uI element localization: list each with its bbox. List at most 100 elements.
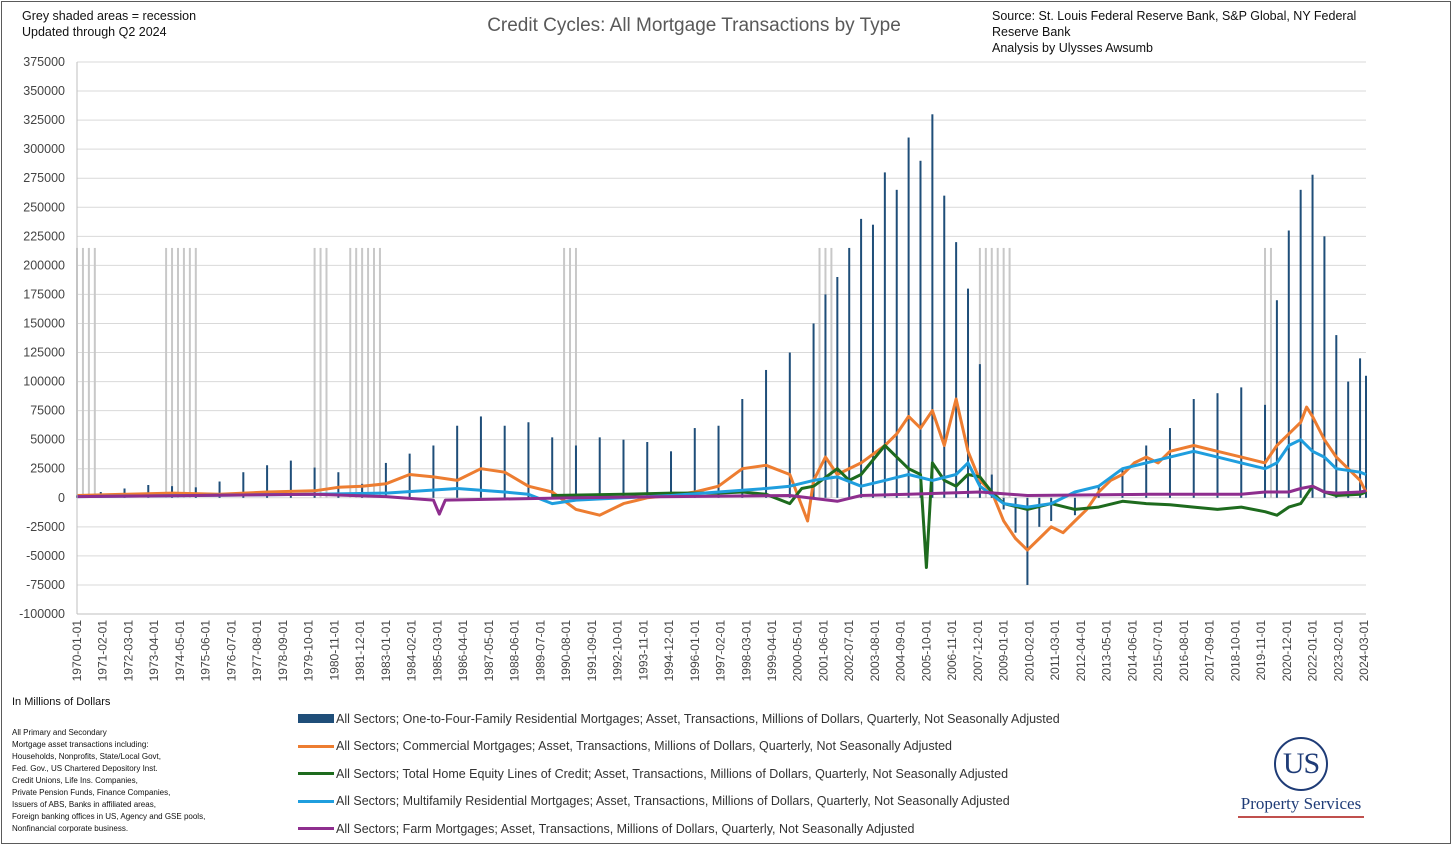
recession-bar [188,247,191,498]
y-tick-label: 75000 [30,404,65,418]
description-line: Foreign banking offices in US, Agency an… [12,812,206,821]
data-bar [456,425,459,498]
x-tick-label: 1980-11-01 [327,620,341,681]
data-bar [503,425,506,498]
recession-bar [355,247,358,498]
recession-bar [996,247,999,498]
data-bar [1359,358,1362,498]
recession-bar [367,247,370,498]
x-tick-label: 1985-03-01 [430,620,444,682]
recession-bar [1002,247,1005,498]
recession-bar [81,247,84,498]
data-bar [1121,468,1124,498]
y-tick-label: 275000 [23,171,65,185]
x-tick-label: 2011-03-01 [1048,620,1062,681]
data-bar [1073,497,1076,516]
x-tick-label: 2017-09-01 [1203,620,1217,682]
description-line: All Primary and Secondary [12,728,107,737]
y-tick-label: 200000 [23,258,65,272]
source-note: Source: St. Louis Federal Reserve Bank, … [992,8,1372,56]
data-bar [871,224,874,498]
recession-bar [1008,247,1011,498]
data-bar [693,428,696,498]
legend-swatch [298,827,334,831]
data-bar [907,137,910,498]
x-tick-label: 1977-08-01 [250,620,264,682]
data-bar [1192,399,1195,498]
y-tick-label: 300000 [23,142,65,156]
units-label: In Millions of Dollars [12,696,111,708]
y-tick-label: 25000 [30,462,65,476]
x-tick-label: 2003-08-01 [868,620,882,682]
x-tick-label: 1981-12-01 [353,620,367,682]
y-tick-label: 225000 [23,229,65,243]
legend-label: All Sectors; One-to-Four-Family Resident… [336,711,1060,726]
recession-bar [165,247,168,498]
data-bar [967,288,970,498]
logo-underline [1238,816,1364,818]
x-tick-label: 1983-01-01 [379,620,393,682]
data-bar [1365,375,1367,498]
data-bar [1216,393,1219,498]
recession-bar [563,247,566,498]
y-tick-label: 125000 [23,346,65,360]
legend-label: All Sectors; Farm Mortgages; Asset, Tran… [336,821,915,836]
recession-bar [378,247,381,498]
recession-bar [182,247,185,498]
y-tick-label: 0 [58,491,65,505]
data-bar [1299,189,1302,498]
x-tick-label: 1973-04-01 [147,620,161,682]
company-logo: US Property Services [1238,737,1364,818]
data-bar [384,462,387,498]
recession-note-line: Grey shaded areas = recession [22,9,197,23]
data-bar [1038,497,1041,527]
data-bar [622,439,625,498]
data-bar [432,445,435,498]
source-line: Source: St. Louis Federal Reserve Bank, … [992,9,1357,39]
y-tick-label: -100000 [19,607,65,621]
recession-bar [830,247,833,498]
x-tick-label: 2009-01-01 [997,620,1011,682]
recession-bar [313,247,316,498]
x-tick-label: 2019-11-01 [1254,620,1268,681]
recession-bar [984,247,987,498]
x-tick-label: 2010-02-01 [1022,620,1036,682]
x-tick-label: 1974-05-01 [173,620,187,682]
y-tick-label: 325000 [23,113,65,127]
data-bar [1347,381,1350,498]
description-line: Credit Unions, Life Ins. Companies, [12,776,138,785]
legend-swatch [298,714,334,724]
data-bar [266,465,269,498]
data-bar [1323,236,1326,498]
x-tick-label: 2020-12-01 [1280,620,1294,682]
data-bar [1311,174,1314,498]
data-bar [1168,428,1171,498]
legend-item: All Sectors; Multifamily Residential Mor… [298,788,1060,816]
y-tick-label: -25000 [26,520,65,534]
x-tick-label: 2002-07-01 [842,620,856,682]
legend-swatch [298,799,334,803]
x-tick-label: 2001-06-01 [817,620,831,682]
data-bar [1287,230,1290,498]
legend-label: All Sectors; Commercial Mortgages; Asset… [336,739,952,754]
data-bar [1145,445,1148,498]
data-bar [1335,335,1338,498]
x-tick-label: 2006-11-01 [945,620,959,681]
data-bar [574,445,577,498]
updated-note-line: Updated through Q2 2024 [22,25,167,39]
y-tick-label: -75000 [26,578,65,592]
data-bar [812,323,815,498]
x-tick-label: 1992-10-01 [611,620,625,682]
x-tick-label: 1998-03-01 [739,620,753,682]
x-tick-label: 2000-05-01 [791,620,805,682]
description-line: Private Pension Funds, Finance Companies… [12,788,171,797]
data-bar [551,437,554,498]
x-tick-label: 2018-10-01 [1228,620,1242,682]
y-tick-label: 175000 [23,287,65,301]
x-tick-label: 1978-09-01 [276,620,290,682]
x-tick-label: 2013-05-01 [1100,620,1114,682]
x-tick-label: 1984-02-01 [405,620,419,682]
recession-bar [319,247,322,498]
recession-bar [569,247,572,498]
